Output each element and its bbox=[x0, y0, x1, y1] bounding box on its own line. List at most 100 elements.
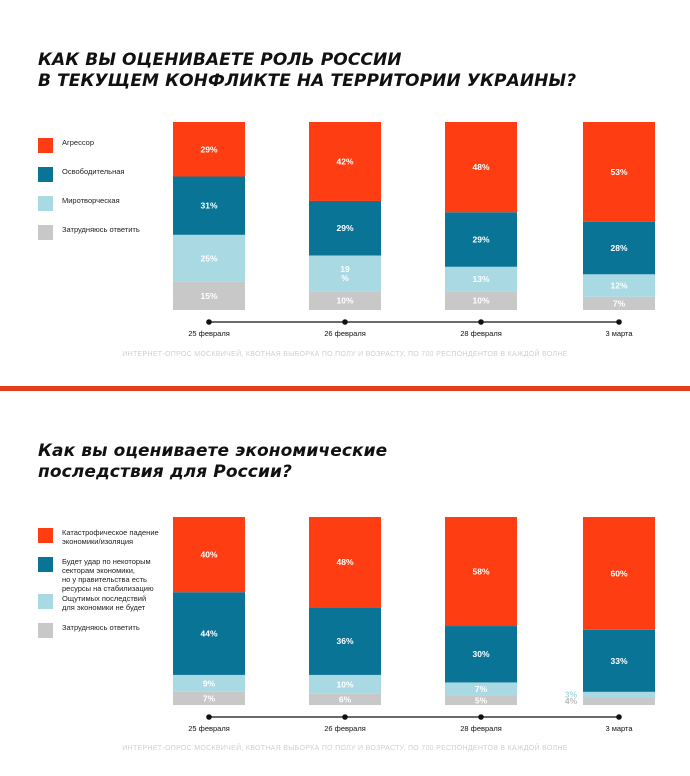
x-tick-label: 25 февраля bbox=[188, 724, 230, 733]
data-label: 13% bbox=[472, 274, 489, 284]
data-label: 60% bbox=[610, 568, 627, 578]
x-tick-label: 26 февраля bbox=[324, 329, 366, 338]
legend-label: Катастрофическое падение экономики/изоля… bbox=[62, 528, 159, 546]
legend-swatch bbox=[38, 623, 53, 638]
legend-item: Ощутимых последствий для экономики не бу… bbox=[38, 594, 182, 612]
legend-item: Катастрофическое падение экономики/изоля… bbox=[38, 528, 182, 546]
timeline-dot bbox=[206, 714, 212, 720]
data-label: 4% bbox=[565, 696, 578, 706]
data-label: 29% bbox=[336, 223, 353, 233]
data-label: 48% bbox=[472, 162, 489, 172]
data-label: 3% bbox=[565, 690, 578, 700]
section-divider bbox=[0, 386, 690, 391]
legend-swatch bbox=[38, 138, 53, 153]
chart2-note: ИНТЕРНЕТ-ОПРОС МОСКВИЧЕЙ, КВОТНАЯ ВЫБОРК… bbox=[122, 745, 568, 752]
bar-segment bbox=[583, 221, 655, 275]
data-label: 10% bbox=[336, 679, 353, 689]
x-tick-label: 3 марта bbox=[605, 329, 633, 338]
bar-segment bbox=[445, 122, 517, 213]
bar-segment bbox=[309, 291, 381, 310]
legend-label: Освободительная bbox=[62, 167, 125, 176]
data-label: 44% bbox=[200, 629, 217, 639]
data-label: 30% bbox=[472, 649, 489, 659]
bar-segment bbox=[583, 697, 655, 705]
chart1-plot: 15% 25% 31% 29% 25 февраля 10% 19% 29% 42% 26 фев… bbox=[173, 122, 655, 338]
data-label: % bbox=[341, 273, 349, 283]
data-label: 25% bbox=[200, 253, 217, 263]
timeline-dot bbox=[206, 319, 212, 325]
bar-segment bbox=[173, 517, 245, 593]
legend-item: Освободительная bbox=[38, 167, 182, 182]
data-label: 40% bbox=[200, 550, 217, 560]
data-label: 53% bbox=[610, 167, 627, 177]
bar-segment bbox=[309, 122, 381, 201]
data-label: 58% bbox=[472, 567, 489, 577]
data-label: 10% bbox=[336, 296, 353, 306]
data-label: 29% bbox=[472, 235, 489, 245]
data-label: 31% bbox=[200, 201, 217, 211]
bar-segment bbox=[583, 691, 655, 698]
bar-segment bbox=[173, 674, 245, 692]
bar-segment bbox=[173, 592, 245, 675]
legend-label: Миротворческая bbox=[62, 196, 120, 205]
timeline-dot bbox=[478, 319, 484, 325]
bar-segment bbox=[309, 607, 381, 675]
x-tick-label: 26 февраля bbox=[324, 724, 366, 733]
bar-segment bbox=[173, 176, 245, 235]
bar-segment bbox=[173, 691, 245, 705]
legend-item: Затрудняюсь ответить bbox=[38, 225, 182, 240]
bar-segment bbox=[445, 291, 517, 310]
bar-segment bbox=[583, 122, 655, 222]
data-label: 15% bbox=[200, 291, 217, 301]
data-label: 7% bbox=[203, 693, 216, 703]
timeline-dot bbox=[616, 319, 622, 325]
data-label: 48% bbox=[336, 557, 353, 567]
legend-swatch bbox=[38, 167, 53, 182]
data-label: 28% bbox=[610, 243, 627, 253]
legend-swatch bbox=[38, 557, 53, 572]
bar-segment bbox=[445, 682, 517, 696]
bar-segment bbox=[309, 693, 381, 705]
bar-segment bbox=[173, 122, 245, 177]
timeline-dot bbox=[342, 714, 348, 720]
x-tick-label: 28 февраля bbox=[460, 329, 502, 338]
legend-label: Агрессор bbox=[62, 138, 95, 147]
bar-segment bbox=[445, 626, 517, 683]
bar-segment bbox=[583, 274, 655, 297]
x-tick-label: 3 марта bbox=[605, 724, 633, 733]
timeline-dot bbox=[478, 714, 484, 720]
chart1-note: ИНТЕРНЕТ-ОПРОС МОСКВИЧЕЙ, КВОТНАЯ ВЫБОРК… bbox=[122, 351, 568, 358]
bar-segment bbox=[173, 281, 245, 310]
bar-segment bbox=[309, 200, 381, 256]
data-label: 7% bbox=[613, 298, 626, 308]
bar-segment bbox=[173, 234, 245, 282]
data-label: 7% bbox=[475, 684, 488, 694]
bar-segment bbox=[583, 629, 655, 692]
x-tick-label: 28 февраля bbox=[460, 724, 502, 733]
data-label: 29% bbox=[200, 144, 217, 154]
legend-label: Затрудняюсь ответить bbox=[62, 225, 140, 234]
chart1-title: КАК ВЫ ОЦЕНИВАЕТЕ РОЛЬ РОССИИ В ТЕКУЩЕМ … bbox=[38, 50, 577, 91]
bar-segment bbox=[309, 255, 381, 292]
data-label: 36% bbox=[336, 636, 353, 646]
legend-item: Будет удар по некоторым секторам экономи… bbox=[38, 557, 182, 593]
data-label: 33% bbox=[610, 656, 627, 666]
bar-segment bbox=[309, 674, 381, 694]
data-label: 12% bbox=[610, 281, 627, 291]
legend-swatch bbox=[38, 528, 53, 543]
data-label: 42% bbox=[336, 156, 353, 166]
data-label: 5% bbox=[475, 695, 488, 705]
legend-swatch bbox=[38, 225, 53, 240]
legend-item: Затрудняюсь ответить bbox=[38, 623, 182, 638]
legend-swatch bbox=[38, 594, 53, 609]
data-label: 9% bbox=[203, 678, 216, 688]
data-label: 10% bbox=[472, 296, 489, 306]
bar-segment bbox=[583, 517, 655, 630]
data-label: 6% bbox=[339, 694, 352, 704]
legend-item: Агрессор bbox=[38, 138, 182, 153]
bar-segment bbox=[445, 517, 517, 627]
bar-segment bbox=[309, 517, 381, 608]
timeline-dot bbox=[616, 714, 622, 720]
legend-label: Ощутимых последствий для экономики не бу… bbox=[62, 594, 147, 612]
legend-swatch bbox=[38, 196, 53, 211]
